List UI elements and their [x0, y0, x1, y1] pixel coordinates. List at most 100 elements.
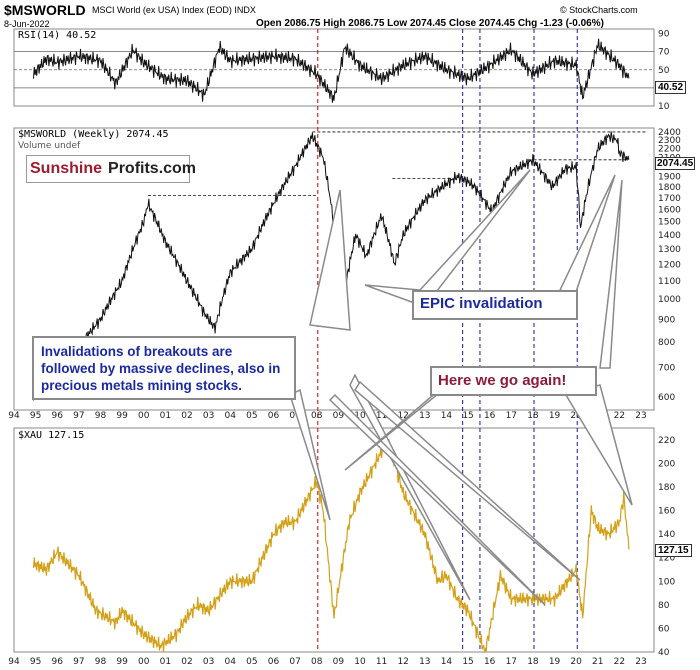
- x-tick-label-bottom: 06: [268, 657, 280, 667]
- x-tick-label-top: 99: [116, 411, 128, 421]
- x-tick-label-top: 09: [333, 411, 345, 421]
- logo-part-a: Sunshine: [30, 160, 103, 177]
- x-tick-label-top: 94: [8, 411, 20, 421]
- x-tick-label-top: 08: [311, 411, 323, 421]
- x-tick-label-bottom: 20: [570, 657, 582, 667]
- x-tick-label-bottom: 08: [311, 657, 323, 667]
- xau-y-tick: 40: [658, 648, 670, 658]
- x-tick-label-top: 22: [614, 411, 625, 421]
- x-tick-label-bottom: 22: [614, 657, 625, 667]
- x-tick-label-top: 03: [203, 411, 214, 421]
- x-tick-label-bottom: 95: [30, 657, 41, 667]
- x-tick-label-bottom: 96: [52, 657, 64, 667]
- rsi-y-tick: 70: [658, 48, 670, 58]
- xau-y-tick: 60: [658, 624, 670, 634]
- callout-pointers: [289, 169, 633, 606]
- xau-y-tick: 100: [658, 577, 675, 587]
- x-tick-label-bottom: 01: [160, 657, 171, 667]
- xau-y-tick: 80: [658, 601, 670, 611]
- price-y-tick: 800: [658, 338, 675, 348]
- msworld-price-line: [33, 131, 630, 401]
- price-y-tick: 2400: [658, 128, 681, 138]
- xau-y-tick: 200: [658, 459, 675, 469]
- price-y-tick: 1500: [658, 218, 681, 228]
- x-tick-label-top: 06: [268, 411, 280, 421]
- x-tick-label-bottom: 11: [376, 657, 387, 667]
- xau-last-value: 127.15: [655, 544, 692, 557]
- invalidations-callout: Invalidations of breakouts are followed …: [32, 336, 296, 400]
- x-tick-label-bottom: 23: [635, 657, 646, 667]
- x-tick-label-bottom: 15: [462, 657, 473, 667]
- x-tick-label-bottom: 07: [289, 657, 300, 667]
- rsi-last-value: 40.52: [655, 81, 687, 94]
- xau-label: $XAU 127.15: [18, 430, 85, 441]
- sunshine-profits-logo: Sunshine Profits.com: [26, 155, 196, 183]
- price-last-value: 2074.45: [655, 157, 696, 170]
- price-y-tick: 2300: [658, 136, 681, 146]
- price-y-tick: 1700: [658, 194, 681, 204]
- epic-invalidation-callout: EPIC invalidation: [412, 290, 578, 320]
- x-tick-label-bottom: 02: [181, 657, 192, 667]
- x-tick-label-top: 23: [635, 411, 646, 421]
- price-y-tick: 1000: [658, 295, 681, 305]
- x-tick-label-top: 07: [289, 411, 300, 421]
- x-tick-label-top: 13: [419, 411, 430, 421]
- x-tick-label-top: 15: [462, 411, 473, 421]
- x-tick-label-bottom: 14: [441, 657, 453, 667]
- price-y-tick: 1900: [658, 173, 681, 183]
- x-tick-label-bottom: 21: [592, 657, 603, 667]
- quote-line: Open 2086.75 High 2086.75 Low 2074.45 Cl…: [256, 18, 604, 29]
- x-tick-label-top: 98: [95, 411, 107, 421]
- x-tick-label-top: 02: [181, 411, 192, 421]
- x-tick-label-top: 01: [160, 411, 171, 421]
- rsi-panel-frame: [13, 28, 655, 107]
- price-y-tick: 1800: [658, 183, 681, 193]
- x-tick-label-top: 04: [224, 411, 236, 421]
- price-label: $MSWORLD (Weekly) 2074.45: [18, 129, 169, 140]
- x-tick-label-bottom: 94: [8, 657, 20, 667]
- x-tick-label-bottom: 12: [397, 657, 408, 667]
- price-y-tick: 1300: [658, 245, 681, 255]
- price-panel-frame: [13, 127, 655, 411]
- x-tick-label-top: 20: [570, 411, 582, 421]
- xau-y-tick: 140: [658, 530, 675, 540]
- rsi-label: RSI(14) 40.52: [18, 30, 97, 41]
- x-tick-label-bottom: 09: [333, 657, 345, 667]
- x-tick-label-top: 16: [484, 411, 496, 421]
- xau-panel-frame: [13, 427, 655, 653]
- x-tick-label-bottom: 18: [527, 657, 539, 667]
- rsi-y-tick: 10: [658, 102, 670, 112]
- x-tick-label-top: 95: [30, 411, 41, 421]
- x-tick-label-top: 14: [441, 411, 453, 421]
- x-tick-label-bottom: 03: [203, 657, 214, 667]
- x-tick-label-bottom: 17: [506, 657, 517, 667]
- rsi-y-tick: 50: [658, 66, 670, 76]
- price-y-tick: 1400: [658, 231, 681, 241]
- here-we-go-again-callout: Here we go again!: [430, 366, 597, 396]
- x-tick-label-top: 97: [73, 411, 84, 421]
- price-y-tick: 1600: [658, 205, 681, 215]
- rsi-y-tick: 90: [658, 30, 670, 40]
- x-tick-label-top: 19: [549, 411, 561, 421]
- price-y-tick: 1100: [658, 277, 681, 287]
- x-tick-label-bottom: 19: [549, 657, 561, 667]
- x-tick-label-bottom: 97: [73, 657, 84, 667]
- xau-y-tick: 120: [658, 554, 675, 564]
- x-tick-label-top: 05: [246, 411, 257, 421]
- x-tick-label-top: 12: [397, 411, 408, 421]
- x-tick-label-top: 17: [506, 411, 517, 421]
- x-tick-label-top: 00: [138, 411, 150, 421]
- symbol-title: $MSWORLD: [4, 2, 86, 18]
- xau-y-tick: 180: [658, 483, 675, 493]
- x-tick-label-top: 11: [376, 411, 387, 421]
- volume-label: Volume undef: [18, 141, 81, 151]
- x-tick-label-bottom: 04: [224, 657, 236, 667]
- x-tick-label-top: 96: [52, 411, 64, 421]
- price-y-tick: 1200: [658, 260, 681, 270]
- price-y-tick: 2200: [658, 145, 681, 155]
- copyright: © StockCharts.com: [560, 5, 638, 15]
- x-tick-label-top: 18: [527, 411, 539, 421]
- xau-y-tick: 160: [658, 507, 675, 517]
- price-y-tick: 700: [658, 363, 675, 373]
